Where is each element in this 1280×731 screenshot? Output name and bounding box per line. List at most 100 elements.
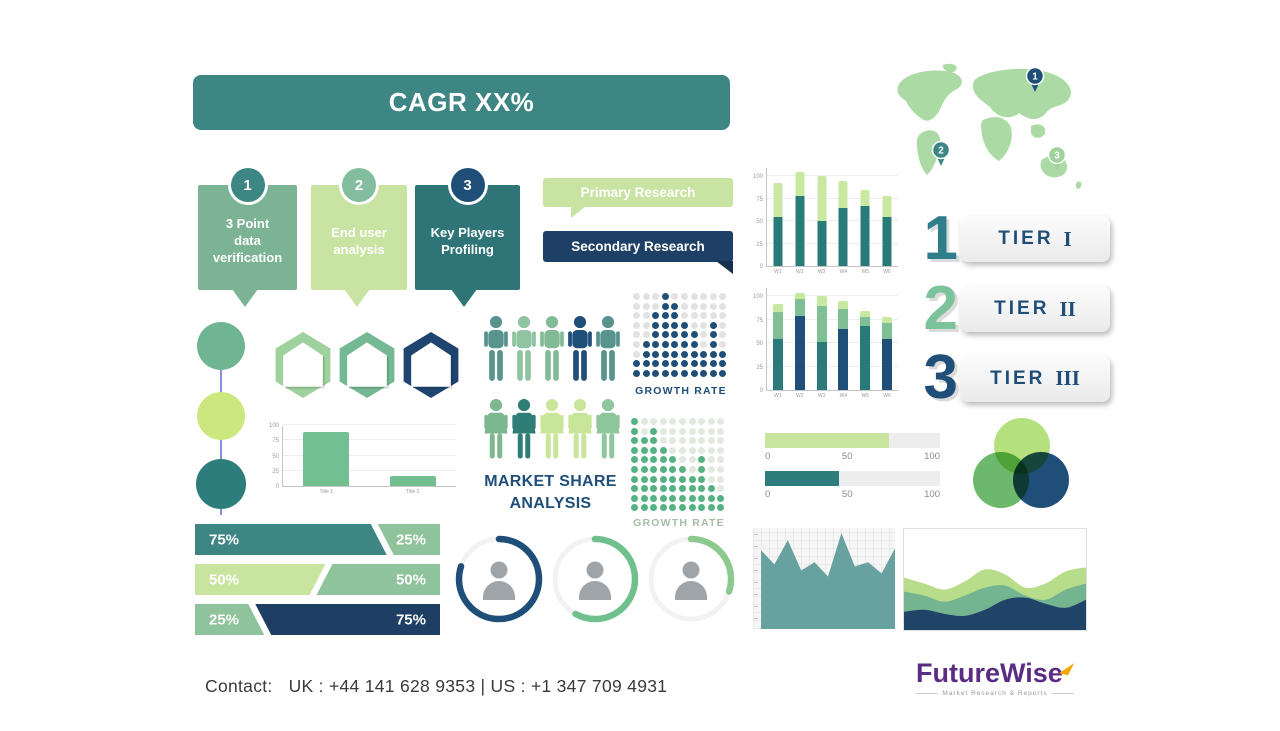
bar-segment: [816, 296, 827, 306]
bar-slot: W1: [767, 168, 789, 275]
bar-slot: W1: [767, 288, 789, 399]
y-tick-mark: [754, 534, 758, 535]
bar-segment: [860, 190, 870, 206]
tier-3-roman: III: [1055, 366, 1080, 391]
gridline: [767, 295, 898, 297]
bar-segment: [773, 216, 783, 266]
dot-filled: [659, 456, 667, 464]
dot-filled: [671, 360, 679, 368]
process-circle-2: [197, 392, 245, 440]
process-circle-3: [196, 459, 246, 509]
dot-filled: [680, 340, 688, 348]
x-tick-label: Title 2: [406, 489, 420, 495]
dot-empty: [688, 446, 696, 454]
dot-filled: [698, 485, 706, 493]
dot-filled: [642, 340, 650, 348]
bar-segment: [882, 216, 892, 266]
dot-empty: [690, 293, 698, 300]
secondary-research-label: Secondary Research: [571, 239, 705, 254]
bar-segment: [860, 311, 871, 317]
split-bar-row: 50% 50%: [195, 564, 440, 595]
bar: [816, 296, 827, 390]
dot-filled: [690, 340, 698, 348]
plot-area: W1 W2 W3 W4 W5 W6: [766, 168, 898, 275]
bar-segment: [303, 432, 350, 486]
dot-empty: [680, 293, 688, 300]
dot-filled: [688, 504, 696, 512]
step-1-tail: [231, 289, 258, 307]
dot-filled: [678, 485, 686, 493]
dot-empty: [659, 437, 667, 445]
logo-name: FutureWise: [916, 658, 1063, 688]
dot-filled: [650, 427, 658, 435]
dot-filled: [642, 360, 650, 368]
split-bar-right-label: 75%: [395, 611, 426, 628]
dot-empty: [633, 340, 640, 348]
x-tick-label: W6: [883, 269, 891, 275]
progress-fill: [765, 433, 890, 448]
growth-rate-label-1: GROWTH RATE: [635, 385, 727, 397]
dot-empty: [719, 302, 727, 310]
bar: [882, 195, 892, 266]
dot-filled: [700, 360, 708, 368]
dot-filled: [709, 340, 717, 348]
y-tick-label: 25: [756, 364, 763, 371]
dot-empty: [680, 302, 688, 310]
progress-ticks: 0 50 100: [765, 451, 940, 462]
dot-empty: [698, 446, 706, 454]
bar: [794, 292, 805, 390]
y-tick-mark: [754, 558, 758, 559]
dot-filled: [650, 504, 658, 512]
gridline: [767, 242, 898, 244]
dot-filled: [700, 350, 708, 358]
contact-label: Contact:: [205, 676, 273, 696]
bar: [795, 172, 805, 266]
bar-segment: [838, 301, 849, 309]
dot-filled: [631, 456, 638, 464]
small-bar-chart: Title 1 Title 2 0 25 50 75 100: [266, 421, 460, 499]
dot-filled: [688, 475, 696, 483]
dot-empty: [690, 302, 698, 310]
dot-filled: [680, 321, 688, 329]
dot-empty: [669, 427, 677, 435]
bar-slot: W6: [876, 168, 898, 275]
dot-empty: [688, 456, 696, 464]
progress-tick-label: 50: [841, 489, 853, 500]
y-tick-label: 100: [752, 174, 763, 180]
bar-slot: Title 1: [283, 426, 370, 495]
dot-empty: [688, 418, 696, 425]
bar: [772, 303, 783, 390]
hexagon-2: [339, 331, 395, 399]
y-tick-label: 25: [272, 468, 279, 475]
gridline: [283, 469, 456, 471]
dot-empty: [678, 456, 686, 464]
y-tick-mark: [754, 582, 758, 583]
dot-empty: [700, 331, 708, 339]
area-chart: [753, 528, 895, 629]
stacked-bar-chart-2: W1 W2 W3 W4 W5 W6 0 25 50 75 100: [750, 283, 902, 403]
secondary-research-fold: [716, 261, 733, 274]
dot-filled: [640, 465, 648, 473]
bar-segment: [772, 303, 783, 313]
dot-filled: [709, 321, 717, 329]
dot-filled: [669, 465, 677, 473]
bar-segment: [772, 339, 783, 390]
x-tick-label: W2: [795, 393, 804, 399]
split-bar-left-label: 75%: [209, 531, 240, 548]
dot-empty: [707, 475, 715, 483]
dot-filled: [661, 331, 669, 339]
growth-rate-dot-chart-2: [631, 418, 725, 512]
dot-empty: [642, 321, 650, 329]
progress-bar-1: 0 50 100: [765, 433, 940, 462]
dot-filled: [652, 360, 660, 368]
bar-slot: W2: [789, 168, 811, 275]
dot-filled: [659, 475, 667, 483]
dot-filled: [719, 350, 727, 358]
dot-empty: [669, 446, 677, 454]
dot-filled: [631, 446, 638, 454]
person-icon: [483, 561, 515, 600]
bar-slot: W6: [876, 288, 898, 399]
female-pictogram: [540, 399, 564, 459]
dot-filled: [640, 485, 648, 493]
tier-2-word: TIER: [994, 298, 1050, 320]
